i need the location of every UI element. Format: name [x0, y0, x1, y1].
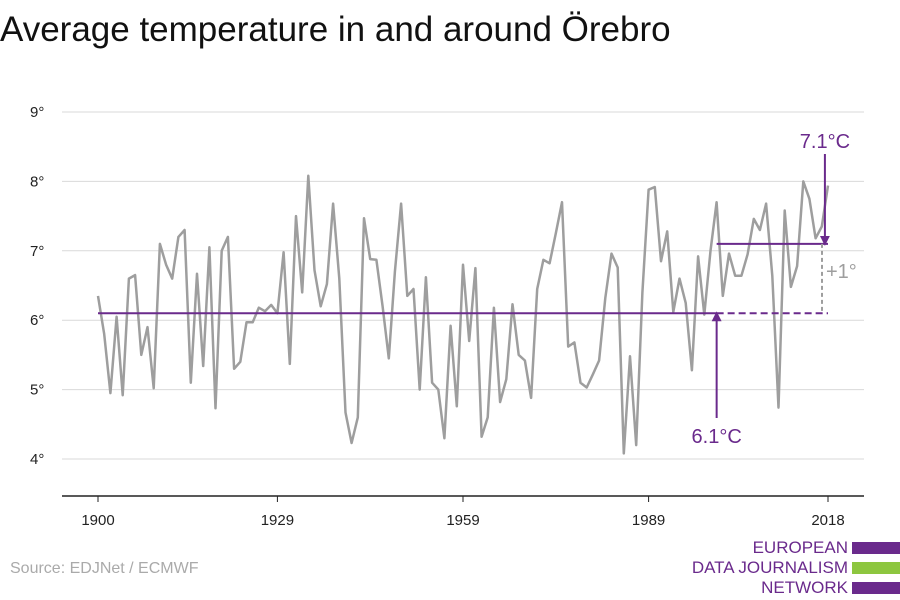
logo-bar-2: [852, 562, 900, 574]
y-tick-label: 8°: [30, 173, 44, 190]
x-tick-label: 1900: [81, 512, 114, 529]
logo-bar-3: [852, 582, 900, 594]
edjnet-logo: EUROPEAN DATA JOURNALISM NETWORK: [692, 538, 900, 598]
y-tick-label: 6°: [30, 312, 44, 329]
x-tick-label: 1989: [632, 512, 665, 529]
logo-line-3: NETWORK: [761, 578, 848, 597]
baseline-average-label: 6.1°C: [692, 426, 742, 448]
logo-bar-1: [852, 542, 900, 554]
series-layer: [96, 174, 830, 455]
logo-line-2: DATA JOURNALISM: [691, 558, 848, 577]
x-tick-label: 1959: [446, 512, 479, 529]
x-tick-label: 1929: [261, 512, 294, 529]
y-tick-label: 9°: [30, 104, 44, 121]
x-tick-label: 2018: [811, 512, 844, 529]
logo-line-1: EUROPEAN: [752, 538, 848, 557]
annotations: 7.1°C 6.1°C +1°: [692, 131, 857, 448]
reference-lines: [98, 242, 828, 315]
x-axis: 1900 1929 1959 1989 2018: [62, 495, 864, 529]
line-chart: 4° 5° 6° 7° 8° 9° 1900 1929 1959 1989 2018 7.1°C …: [30, 104, 864, 529]
y-tick-label: 5°: [30, 382, 44, 399]
y-axis-ticks: 4° 5° 6° 7° 8° 9°: [30, 104, 44, 468]
temperature-series-line: [96, 174, 830, 455]
grid-lines: [62, 111, 864, 460]
source-note: Source: EDJNet / ECMWF: [10, 560, 199, 577]
difference-label: +1°: [826, 261, 857, 283]
recent-average-label: 7.1°C: [800, 131, 850, 153]
y-tick-label: 7°: [30, 243, 44, 260]
y-tick-label: 4°: [30, 451, 44, 468]
chart-title: Average temperature in and around Örebro: [0, 10, 671, 49]
